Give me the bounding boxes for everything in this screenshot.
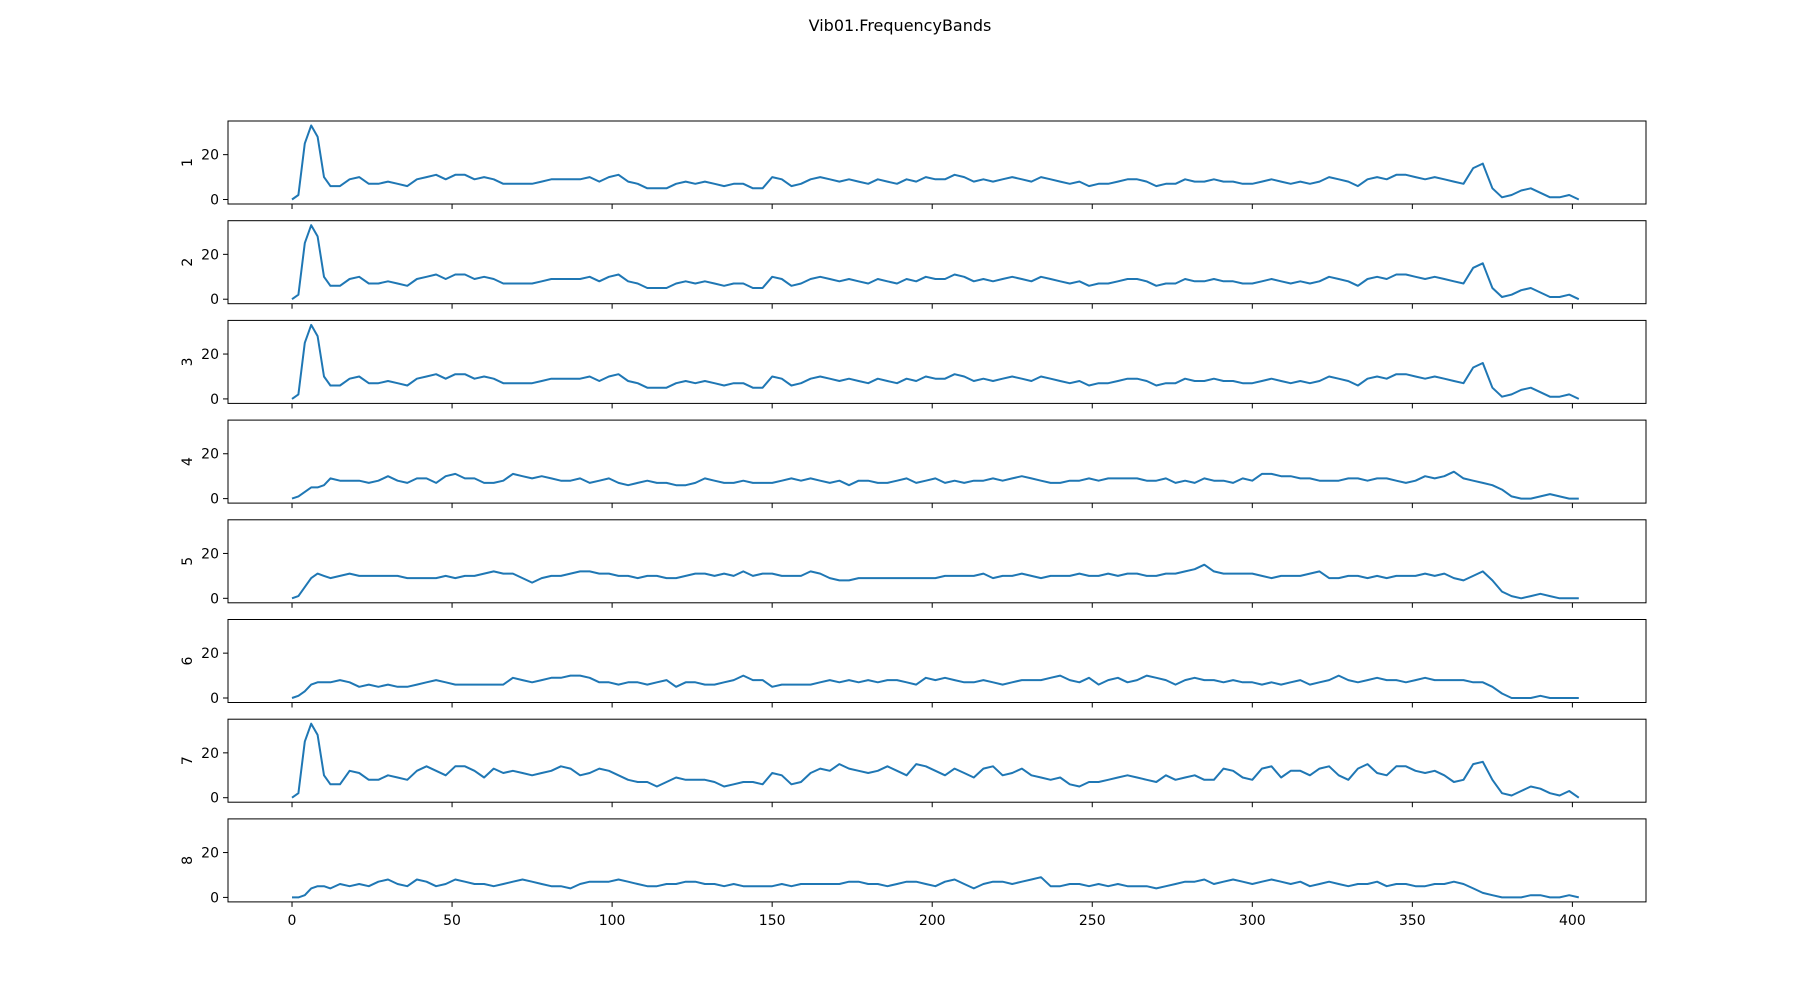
y-axis-label: 5: [180, 557, 196, 566]
y-tick-label: 20: [201, 247, 219, 263]
axes-frame: [227, 818, 1647, 903]
y-tick-label: 0: [210, 890, 219, 906]
y-axis-label: 4: [180, 457, 196, 466]
y-tick-label: 0: [210, 392, 219, 408]
y-tick-label: 20: [201, 646, 219, 662]
x-tick-label: 350: [1399, 913, 1426, 929]
axes-frame: [227, 319, 1647, 404]
series-line-4: [291, 470, 1579, 500]
x-tick-label: 0: [288, 913, 297, 929]
chart-title: Vib01.FrequencyBands: [808, 16, 992, 35]
x-tick-label: 300: [1239, 913, 1266, 929]
axes-frame: [227, 220, 1647, 305]
axes-frame: [227, 120, 1647, 205]
axes-frame: [227, 718, 1647, 803]
subplot-7: 0 20 7: [180, 718, 1647, 808]
y-tick-label: 0: [210, 292, 219, 308]
axes-frame: [227, 619, 1647, 703]
x-tick-label: 250: [1079, 913, 1106, 929]
series-line-3: [291, 323, 1580, 400]
subplot-2: 0 20 2: [180, 220, 1647, 309]
y-axis-label: 8: [180, 856, 196, 865]
x-tick-label: 100: [599, 913, 626, 929]
y-tick-label: 20: [201, 546, 219, 562]
axes-frame: [227, 419, 1647, 504]
x-tick-label: 400: [1559, 913, 1586, 929]
series-line-1: [291, 124, 1580, 201]
series-line-8: [292, 876, 1580, 899]
y-tick-label: 0: [210, 591, 219, 607]
y-axis-label: 6: [180, 656, 196, 665]
subplot-1: 0 20 1: [180, 120, 1647, 209]
y-tick-label: 20: [201, 447, 219, 463]
series-line-2: [291, 224, 1580, 301]
y-axis-label: 1: [180, 158, 196, 167]
y-axis-label: 2: [180, 258, 196, 267]
y-tick-label: 0: [210, 193, 219, 209]
y-tick-label: 20: [201, 846, 219, 862]
series-line-7: [291, 722, 1580, 799]
subplot-5: 0 20 5: [180, 519, 1647, 608]
shared-x-axis: 0 50 100 150 200 250 300 350 400: [288, 913, 1586, 929]
subplot-8: 0 20 8: [180, 818, 1647, 907]
axes-frame: [227, 519, 1647, 604]
series-line-5: [291, 563, 1579, 600]
x-tick-label: 150: [759, 913, 786, 929]
y-axis-label: 7: [180, 756, 196, 765]
y-tick-label: 0: [210, 791, 219, 807]
y-tick-label: 0: [210, 691, 219, 707]
subplot-4: 0 20 4: [180, 419, 1647, 509]
subplot-3: 0 20 3: [180, 319, 1647, 409]
x-tick-label: 50: [443, 913, 461, 929]
y-tick-label: 0: [210, 492, 219, 508]
x-tick-label: 200: [919, 913, 946, 929]
series-line-6: [291, 674, 1579, 699]
y-tick-label: 20: [201, 347, 219, 363]
subplot-6: 0 20 6: [180, 619, 1647, 708]
y-tick-label: 20: [201, 148, 219, 164]
y-tick-label: 20: [201, 746, 219, 762]
y-axis-label: 3: [180, 357, 196, 366]
